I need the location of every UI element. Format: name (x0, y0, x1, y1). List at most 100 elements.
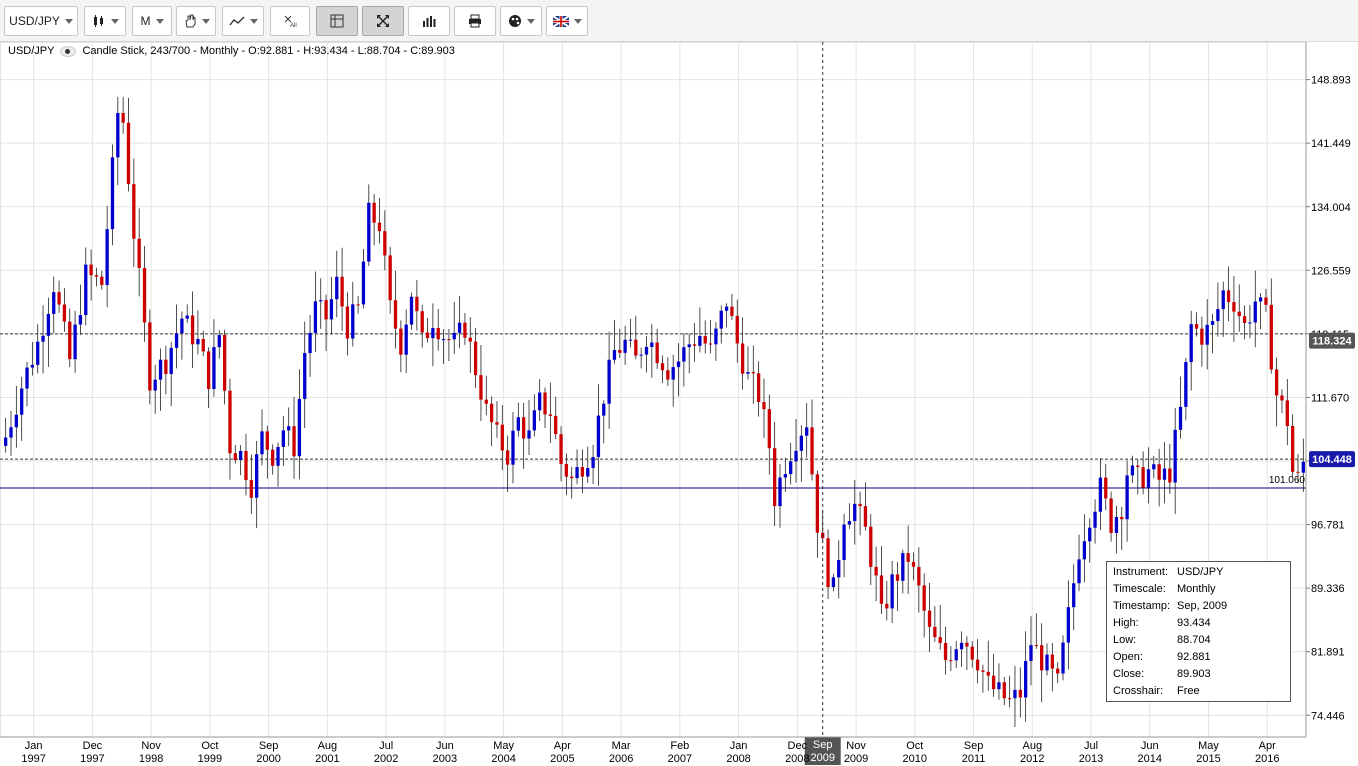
candle-up (303, 353, 307, 399)
candle-up (1093, 511, 1097, 528)
candle-down (148, 322, 152, 391)
svg-text:All: All (290, 23, 297, 28)
candles (4, 96, 1305, 727)
candle-up (698, 335, 702, 346)
candle-up (110, 157, 115, 230)
candle-down (1007, 698, 1012, 700)
candle-up (650, 342, 654, 347)
x-tick-month: Apr (554, 740, 571, 752)
theme-dropdown[interactable] (500, 6, 542, 36)
candle-down (826, 538, 830, 588)
candle-up (52, 292, 56, 314)
candle-down (68, 321, 72, 360)
x-tick-year: 1999 (198, 753, 222, 765)
candle-up (9, 427, 13, 438)
x-tick-month: Sep (259, 740, 279, 752)
time-axis: Jan1997Dec1997Nov1998Oct1999Sep2000Aug20… (0, 736, 1306, 765)
price-axis: 148.893141.449134.004126.559119.115111.6… (1305, 42, 1355, 737)
candle-up (4, 437, 8, 446)
info-key: Open: (1113, 651, 1143, 663)
candle-up (511, 430, 515, 465)
candle-down (121, 112, 125, 123)
y-tick-label: 89.336 (1311, 583, 1345, 595)
candle-down (489, 403, 494, 423)
remove-all-button[interactable]: All (270, 6, 310, 36)
print-button[interactable] (454, 6, 496, 36)
candle-up (73, 324, 77, 360)
x-tick-month: Nov (141, 740, 161, 752)
drawing-tool-dropdown[interactable] (222, 6, 264, 36)
timescale-dropdown[interactable]: M (132, 6, 172, 36)
candle-up (1248, 322, 1252, 324)
indicators-button[interactable] (408, 6, 450, 36)
candle-down (522, 417, 526, 439)
candle-up (1301, 461, 1305, 473)
candle-down (906, 553, 910, 562)
candle-down (505, 450, 510, 465)
candle-up (14, 414, 19, 428)
candle-down (874, 566, 878, 576)
candle-down (244, 451, 248, 481)
candle-down (1002, 682, 1006, 699)
candle-up (639, 354, 643, 356)
grid-icon (330, 14, 344, 28)
candle-up (1061, 642, 1065, 674)
candle-down (767, 409, 771, 449)
candle-info-panel: Instrument: USD/JPY Timescale: Monthly Times… (1106, 561, 1291, 702)
grid-toggle-button[interactable] (316, 6, 358, 36)
info-key: Low: (1113, 634, 1137, 646)
x-tick-month: May (493, 740, 514, 752)
candle-down (1168, 468, 1172, 483)
crosshair-date-badge (804, 737, 841, 765)
candle-down (810, 427, 814, 475)
candle-up (1125, 475, 1129, 520)
price-badge (1309, 451, 1355, 468)
candle-up (196, 339, 200, 345)
candle-down (1290, 425, 1295, 472)
candle-down (137, 238, 141, 268)
candle-down (917, 566, 921, 586)
candle-up (1253, 301, 1257, 323)
candle-down (1120, 516, 1124, 520)
candle-up (361, 261, 366, 305)
chart-type-dropdown[interactable] (84, 6, 126, 36)
candle-down (473, 341, 478, 376)
candle-down (383, 231, 387, 256)
candle-down (949, 660, 953, 662)
instrument-dropdown[interactable]: USD/JPY (4, 6, 78, 36)
x-tick-month: Sep (964, 740, 984, 752)
price-badge-label: 104.448 (1312, 454, 1352, 466)
candle-up (276, 446, 280, 466)
hand-tool-dropdown[interactable] (176, 6, 216, 36)
language-dropdown[interactable] (546, 6, 588, 36)
x-tick-year: 2007 (668, 753, 692, 765)
candle-down (634, 339, 638, 356)
candle-up (329, 299, 334, 320)
candle-up (719, 310, 723, 329)
candle-up (746, 372, 750, 374)
fullscreen-button[interactable] (362, 6, 404, 36)
candle-up (682, 347, 686, 362)
candle-down (911, 561, 916, 567)
candle-down (468, 337, 472, 342)
visibility-eye-icon[interactable] (60, 45, 77, 57)
candle-up (527, 430, 531, 439)
candle-down (249, 480, 253, 498)
candle-down (1296, 471, 1300, 473)
candle-up (612, 350, 617, 360)
candle-up (180, 318, 184, 334)
x-tick-month: Jul (379, 740, 393, 752)
candle-up (1146, 469, 1151, 488)
candle-up (778, 477, 782, 507)
x-tick-year: 2008 (785, 753, 809, 765)
candle-down (970, 646, 974, 660)
x-tick-year: 2015 (1196, 753, 1220, 765)
x-tick-year: 1997 (21, 753, 45, 765)
candle-down (922, 585, 926, 611)
x-tick-year: 2006 (609, 753, 633, 765)
candle-up (78, 315, 83, 325)
candle-up (1045, 654, 1049, 671)
candle-up (351, 304, 355, 339)
crosshair-year: 2009 (810, 752, 834, 764)
